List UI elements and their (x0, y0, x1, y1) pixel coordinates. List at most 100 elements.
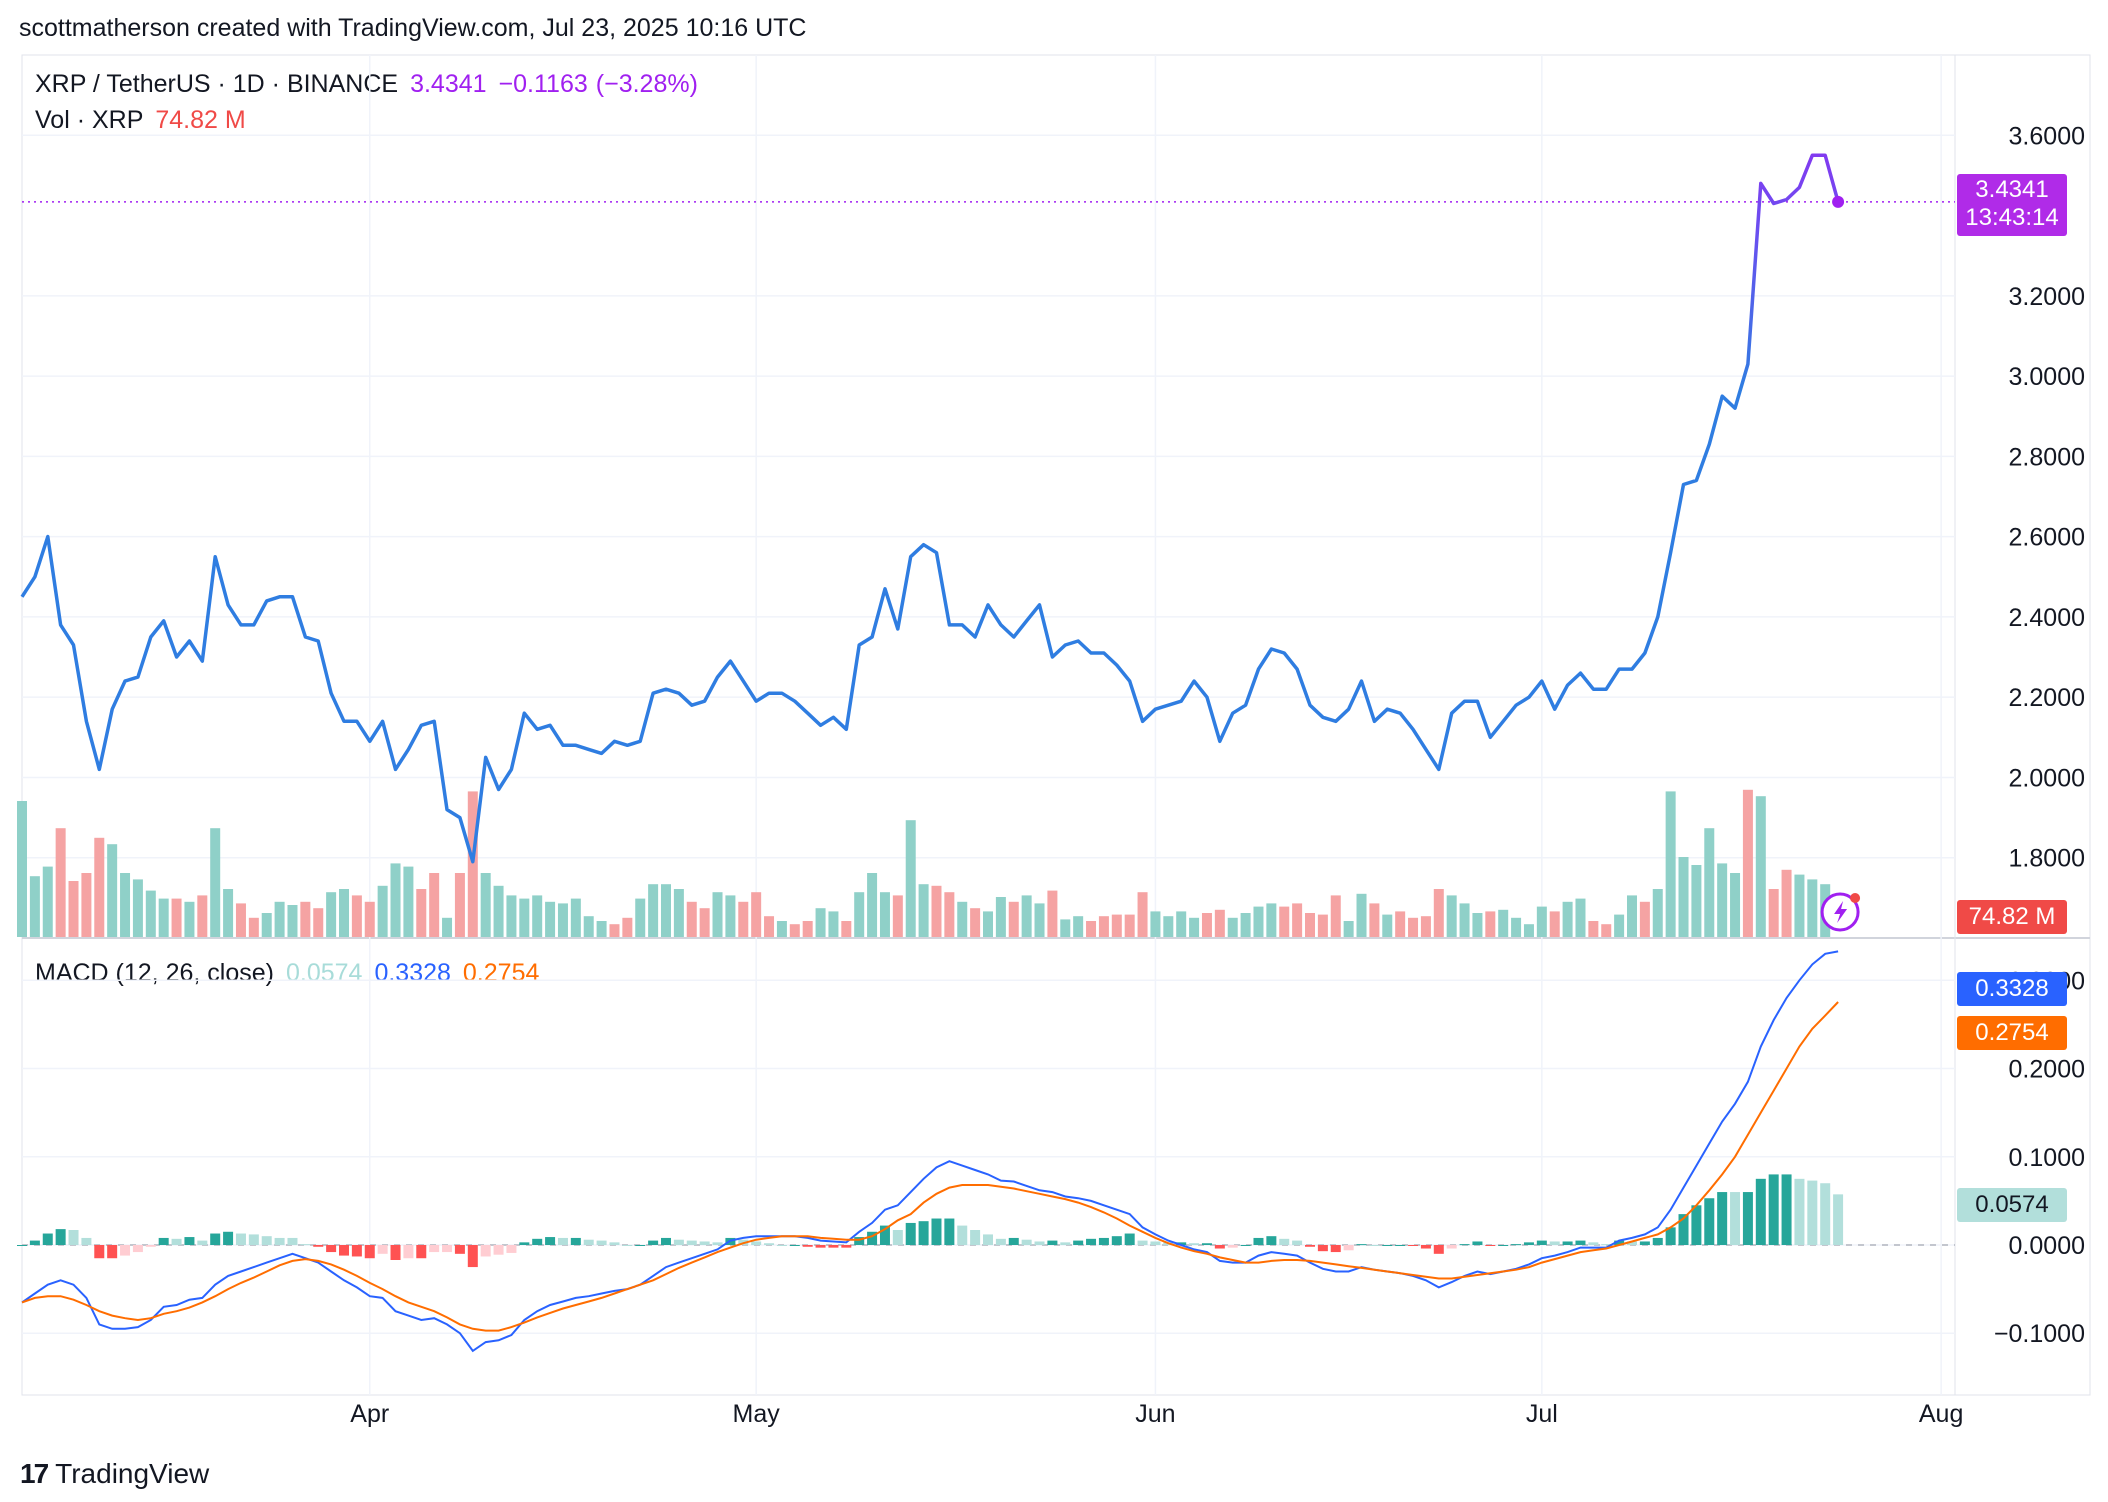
volume-bar (802, 921, 813, 937)
volume-bar (519, 898, 530, 937)
macd-hist-bar (429, 1245, 440, 1253)
volume-bar (957, 901, 968, 937)
volume-bar (879, 892, 890, 937)
volume-bar (1021, 895, 1032, 937)
macd-hist-bar (1189, 1243, 1200, 1245)
volume-bar (1163, 916, 1174, 937)
signal-line (21, 1001, 1839, 1332)
macd-hist-bar (42, 1233, 53, 1245)
volume-bar (1498, 909, 1509, 937)
volume-bar (17, 801, 27, 937)
volume-bar (892, 895, 903, 937)
macd-hist-bar (764, 1243, 775, 1245)
x-tick-label: May (733, 1400, 781, 1428)
volume-label[interactable]: Vol · XRP (35, 106, 144, 134)
macd-hist-bar (1459, 1244, 1470, 1246)
macd-hist-bar (1073, 1240, 1084, 1245)
volume-bar (364, 901, 375, 937)
macd-hist-bar (1227, 1245, 1238, 1248)
volume-bar (1395, 911, 1406, 937)
volume-bar (1343, 921, 1354, 937)
macd-hist-bar (1253, 1237, 1264, 1245)
volume-bar (686, 901, 697, 937)
macd-hist-bar (377, 1245, 388, 1254)
volume-bar (403, 866, 414, 937)
macd-hist-bar (1665, 1227, 1676, 1245)
series-lines (20, 153, 1955, 1353)
volume-bar (944, 892, 955, 937)
tradingview-logo-text: TradingView (55, 1458, 210, 1489)
price-tick-label: 2.0000 (2009, 764, 2085, 792)
volume-bar (596, 921, 607, 937)
macd-hist-bar (1111, 1236, 1122, 1245)
notification-dot-icon (1850, 893, 1861, 903)
x-tick-label: Apr (350, 1400, 389, 1428)
macd-hist-bar (1086, 1238, 1097, 1245)
macd-hist-bar (1717, 1192, 1728, 1245)
price-tick-label: 2.6000 (2009, 524, 2085, 552)
volume-bar (94, 837, 105, 937)
macd-hist-bar (1060, 1242, 1071, 1245)
macd-hist-bar (1730, 1192, 1741, 1245)
macd-legend: MACD (12, 26, close) 0.0574 0.3328 0.2754 (35, 959, 539, 988)
volume-bar (506, 895, 517, 937)
macd-hist-bar (944, 1218, 955, 1245)
macd-hist-bar (1150, 1241, 1161, 1245)
macd-hist-bar (1176, 1242, 1187, 1245)
volume-bar (1794, 874, 1805, 937)
macd-hist-bar (29, 1240, 40, 1245)
volume-bar (158, 898, 169, 937)
macd-hist-bar (1266, 1236, 1277, 1245)
macd-hist-bar (1652, 1237, 1663, 1245)
tradingview-logo[interactable]: 17 TradingView (20, 1458, 209, 1490)
macd-hist-bar (1794, 1178, 1805, 1245)
macd-hist-bar (841, 1245, 852, 1248)
macd-hist-bar (1382, 1245, 1393, 1246)
volume-bar (287, 905, 298, 937)
price-tick-label: 3.6000 (2009, 122, 2085, 150)
volume-bar (789, 924, 800, 937)
macd-label[interactable]: MACD (12, 26, close) (35, 959, 274, 987)
macd-hist-bar (828, 1245, 839, 1248)
macd-hist-bar (970, 1230, 981, 1245)
volume-bar (1433, 889, 1444, 937)
volume-bar (1549, 911, 1560, 937)
volume-bar (815, 908, 826, 937)
volume-bar (351, 895, 362, 937)
volume-bar (841, 921, 852, 937)
volume-bar (223, 889, 234, 937)
macd-hist-bar (1601, 1244, 1612, 1246)
volume-bar (1034, 903, 1045, 937)
volume-bar (1279, 906, 1290, 937)
macd-hist-bar (1485, 1245, 1496, 1246)
volume-bar (1459, 903, 1470, 937)
macd-hist-bar (815, 1245, 826, 1248)
price-line (20, 153, 1840, 864)
volume-bar (184, 901, 195, 937)
macd-hist-bar (776, 1245, 787, 1246)
volume-bar (583, 916, 594, 937)
macd-hist-bar (1098, 1237, 1109, 1245)
macd-hist-bar (1678, 1214, 1689, 1245)
macd-hist-bar (957, 1225, 968, 1245)
symbol-name[interactable]: XRP / TetherUS · 1D · BINANCE (35, 70, 399, 98)
macd-hist-bar (1201, 1243, 1212, 1245)
price-tick-label: 2.2000 (2009, 684, 2085, 712)
volume-bar (1111, 914, 1122, 937)
macd-hist-bar (454, 1245, 465, 1254)
volume-bar (1781, 869, 1792, 937)
volume-bar (1408, 917, 1419, 937)
macd-hist-bar (1691, 1205, 1702, 1245)
macd-signal-badge: 0.2754 (1957, 1016, 2067, 1050)
macd-hist-bar (235, 1233, 246, 1245)
volume-bar (429, 873, 440, 937)
macd-hist-bar (145, 1245, 156, 1247)
volume-bar (751, 892, 762, 937)
volume-bar (1639, 901, 1650, 937)
macd-hist-bar (995, 1238, 1006, 1245)
tradingview-logo-mark: 17 (20, 1458, 49, 1489)
volume-bar (905, 820, 916, 937)
volume-bar (1008, 901, 1019, 937)
volume-bar (1227, 917, 1238, 937)
